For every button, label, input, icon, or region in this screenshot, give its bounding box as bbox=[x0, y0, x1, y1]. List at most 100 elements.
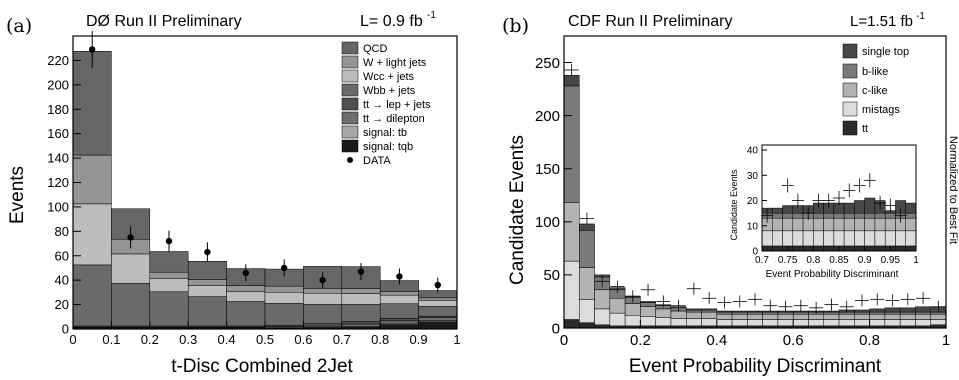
inset-ytick-label-4: 40 bbox=[747, 146, 759, 157]
inset-bar-tt-3 bbox=[792, 245, 804, 252]
inset-bar-tt-10 bbox=[864, 245, 876, 252]
a-ytick-label-11: 220 bbox=[47, 53, 69, 68]
panel-b-side-note: Normalized to Best Fit bbox=[947, 136, 959, 244]
inset-ytick-label-3: 30 bbox=[747, 171, 759, 182]
b-bar-b-like-5 bbox=[640, 302, 656, 308]
b-bar-mistags-2 bbox=[594, 308, 611, 326]
a-data-point-3 bbox=[204, 248, 211, 256]
b-bar-c-like-5 bbox=[640, 306, 656, 317]
b-bar-c-like-7 bbox=[670, 310, 687, 319]
legend-b-label-tt: tt bbox=[862, 123, 868, 135]
b-bar-c-like-1 bbox=[579, 267, 595, 300]
inset-bar-b-like-8 bbox=[843, 212, 855, 219]
a-bar-w-light-jets-3 bbox=[187, 279, 227, 286]
legend-b-swatch-clike bbox=[842, 82, 858, 98]
legend-b-swatch-tt bbox=[842, 120, 858, 136]
a-bar-wbb-jets-2 bbox=[149, 291, 189, 327]
inset-xtick-label-4: 0.9 bbox=[858, 255, 872, 266]
inset-ytick-label-1: 10 bbox=[747, 221, 759, 232]
b-bar-b-like-0 bbox=[563, 85, 580, 203]
panel-b-lumi: L=1.51 fb bbox=[850, 13, 913, 30]
b-ytick-label-1: 50 bbox=[543, 267, 560, 284]
inset-xtick-label-0: 0.7 bbox=[755, 255, 769, 266]
legend-a-swatch-wbb bbox=[341, 83, 359, 97]
panel-b-ylabel: Candidate Events bbox=[507, 135, 528, 285]
b-bar-mistags-22 bbox=[899, 319, 916, 327]
inset-bar-tt-8 bbox=[843, 245, 855, 252]
inset-bar-single-top-2 bbox=[782, 205, 794, 214]
inset-bar-mistags-4 bbox=[802, 230, 814, 247]
a-bar-w-light-jets-8 bbox=[379, 291, 419, 296]
inset-bar-c-like-6 bbox=[823, 217, 835, 232]
b-bar-single-top-0 bbox=[563, 75, 580, 87]
a-ytick-label-7: 140 bbox=[47, 151, 69, 166]
legend-a-swatch-wcc bbox=[341, 69, 359, 83]
inset-bar-c-like-14 bbox=[905, 217, 917, 232]
panel-b-xlabel: Event Probability Discriminant bbox=[629, 356, 882, 377]
panel-a-header: DØ Run II Preliminary bbox=[86, 13, 242, 30]
inset-bar-b-like-7 bbox=[833, 212, 845, 219]
panel-b-header: CDF Run II Preliminary bbox=[568, 13, 732, 30]
a-bar-w-light-jets-2 bbox=[149, 271, 189, 279]
inset-bar-tt-0 bbox=[761, 245, 773, 252]
inset-bar-mistags-2 bbox=[782, 230, 794, 247]
panel-b-tag: (b) bbox=[502, 15, 529, 37]
legend-a-swatch-ttlep bbox=[341, 97, 359, 111]
legend-a-label-wbb: Wbb + jets bbox=[363, 85, 416, 97]
a-ytick-label-4: 80 bbox=[55, 224, 69, 239]
a-bar-w-light-jets-9 bbox=[418, 297, 458, 301]
a-ytick-label-0: 0 bbox=[62, 322, 69, 337]
inset-bar-tt-5 bbox=[813, 245, 824, 252]
b-xtick-label-0: 0 bbox=[560, 332, 568, 349]
b-bar-c-like-10 bbox=[716, 313, 733, 320]
b-bar-tt-1 bbox=[579, 322, 595, 329]
b-bar-c-like-3 bbox=[609, 298, 626, 314]
b-frame bbox=[563, 35, 947, 329]
legend-a-label-tqb: signal: tqb bbox=[363, 141, 413, 153]
inset-bar-mistags-12 bbox=[884, 230, 896, 247]
inset-xtick-label-6: 1 bbox=[913, 255, 919, 266]
b-bar-c-like-21 bbox=[884, 313, 901, 320]
inset-ytick-label-0: 0 bbox=[752, 247, 758, 258]
a-bar-tt-lep-jets-8 bbox=[379, 318, 419, 322]
a-bar-tt-lep-jets-7 bbox=[341, 321, 381, 325]
b-xtick-label-4: 0.8 bbox=[859, 332, 880, 349]
a-ytick-label-3: 60 bbox=[55, 248, 69, 263]
a-ytick-label-8: 160 bbox=[47, 126, 69, 141]
b-bar-b-like-21 bbox=[884, 311, 901, 315]
a-bar-wcc-jets-5 bbox=[264, 292, 304, 304]
inset-bar-tt-6 bbox=[823, 245, 835, 252]
a-ytick-label-9: 180 bbox=[47, 102, 69, 117]
inset-bar-mistags-14 bbox=[905, 230, 917, 247]
inset-bar-mistags-9 bbox=[854, 230, 865, 247]
b-bar-c-like-0 bbox=[563, 202, 580, 262]
b-bar-c-like-2 bbox=[594, 289, 611, 310]
b-bar-single-top-10 bbox=[716, 310, 733, 313]
panel-b-legend: single top b-like c-like mistags tt bbox=[842, 43, 909, 136]
b-bar-mistags-10 bbox=[716, 319, 733, 327]
a-bar-wcc-jets-2 bbox=[149, 278, 189, 293]
b-bar-mistags-11 bbox=[731, 319, 748, 327]
a-bar-w-light-jets-0 bbox=[72, 154, 112, 205]
inset-bar-tt-14 bbox=[905, 245, 917, 252]
inset-bar-single-top-1 bbox=[772, 207, 783, 214]
b-bar-c-like-24 bbox=[930, 313, 947, 320]
panel-a-plot: 0 0.1 0.2 0.3 0.4 0.5 0.6 0.7 0.8 0.9 1 0 20 40 60 80 10… bbox=[47, 31, 461, 347]
inset-ylabel: Candidate Events bbox=[729, 169, 739, 241]
a-data-point-1 bbox=[127, 234, 134, 241]
a-bar-wbb-jets-7 bbox=[341, 304, 381, 322]
a-xtick-label-9: 0.9 bbox=[410, 332, 428, 347]
inset-bar-b-like-12 bbox=[884, 212, 896, 219]
panel-a-tag: (a) bbox=[6, 15, 32, 37]
panel-a-lumi: L= 0.9 fb bbox=[360, 13, 423, 30]
legend-a-label-wlight: W + light jets bbox=[363, 57, 427, 69]
b-bar-b-like-1 bbox=[579, 230, 595, 268]
inset-bar-mistags-0 bbox=[761, 230, 773, 247]
inset-ytick-label-2: 20 bbox=[747, 196, 759, 207]
a-bar-wcc-jets-3 bbox=[187, 285, 227, 297]
b-bar-single-top-20 bbox=[869, 308, 886, 313]
inset-bar-b-like-6 bbox=[823, 212, 835, 219]
a-data-point-9 bbox=[434, 281, 441, 289]
b-bar-c-like-23 bbox=[915, 313, 931, 320]
legend-b-label-singletop: single top bbox=[862, 46, 909, 58]
